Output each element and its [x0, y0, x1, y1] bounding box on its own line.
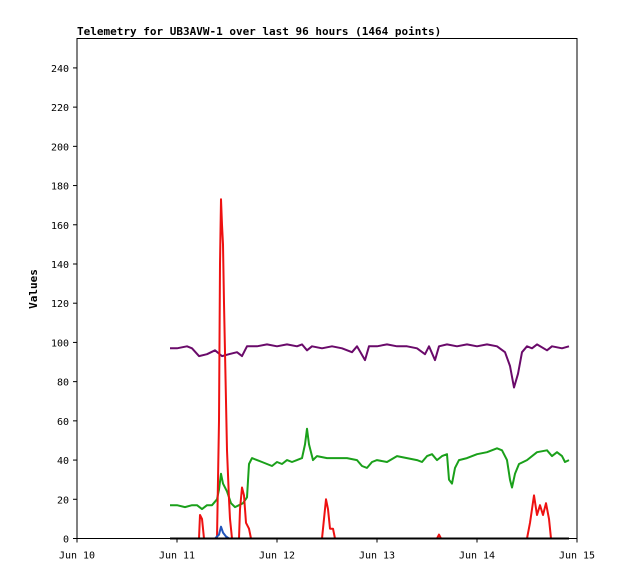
y-tick-label: 80 [57, 378, 69, 389]
series-line-1 [170, 343, 570, 389]
chart-title: Telemetry for UB3AVW-1 over last 96 hour… [77, 25, 441, 38]
series-line-3 [170, 198, 569, 540]
x-tick-label: Jun 13 [359, 551, 395, 562]
x-tick-label: Jun 12 [259, 551, 295, 562]
y-tick-label: 120 [51, 299, 69, 310]
y-tick-label: 0 [63, 535, 69, 546]
y-tick-label: 180 [51, 182, 69, 193]
x-tick-label: Jun 11 [159, 551, 195, 562]
y-tick-label: 20 [57, 495, 69, 506]
y-tick-label: 40 [57, 456, 69, 467]
y-tick-label: 100 [51, 338, 69, 349]
y-tick-label: 60 [57, 417, 69, 428]
x-tick-label: Jun 10 [59, 551, 95, 562]
y-tick-label: 200 [51, 142, 69, 153]
y-axis-ticks: 0 20 40 60 80 100 120 140 160 180 200 220 240 [51, 64, 77, 546]
y-tick-label: 140 [51, 260, 69, 271]
x-tick-label: Jun 15 [559, 551, 595, 562]
y-tick-label: 240 [51, 64, 69, 75]
plot-frame [76, 38, 578, 539]
x-tick-label: Jun 14 [459, 551, 495, 562]
y-tick-label: 160 [51, 221, 69, 232]
y-axis-label: Values [27, 269, 40, 309]
series-line-4 [214, 525, 230, 540]
y-tick-label: 220 [51, 103, 69, 114]
